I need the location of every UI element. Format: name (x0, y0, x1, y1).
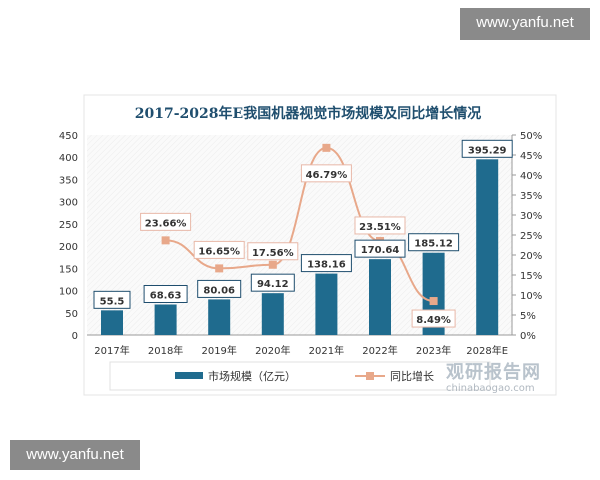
growth-label-box (300, 164, 352, 183)
y-right-tick: 40% (520, 171, 542, 182)
x-tick: 2023年 (416, 344, 451, 357)
x-tick: 2019年 (201, 344, 236, 357)
bar-label: 55.5 (100, 296, 125, 307)
y-left-tick: 300 (59, 198, 78, 209)
bar (101, 310, 123, 335)
y-right-tick: 5% (520, 311, 536, 322)
bar-label: 94.12 (257, 279, 289, 290)
y-right-tick: 50% (520, 131, 542, 142)
bar-label-box (354, 239, 406, 258)
bar-label-box (461, 139, 513, 158)
bar-label-box (93, 290, 131, 309)
bar-label: 68.63 (150, 290, 182, 301)
growth-label: 8.49% (416, 315, 451, 326)
y-right-tick: 15% (520, 271, 542, 282)
y-left-tick: 400 (59, 153, 78, 164)
bar-label: 185.12 (414, 239, 453, 250)
growth-point (322, 143, 331, 152)
x-tick: 2017年 (94, 344, 129, 357)
y-right-tick: 10% (520, 291, 542, 302)
y-right-tick: 0% (520, 331, 536, 342)
y-left-tick: 100 (59, 287, 78, 298)
growth-label-box (411, 309, 456, 328)
growth-point (161, 236, 170, 245)
y-left-tick: 250 (59, 220, 78, 231)
growth-point (429, 297, 438, 306)
x-tick: 2018年 (148, 344, 183, 357)
growth-label: 46.79% (306, 170, 348, 181)
growth-label: 17.56% (252, 248, 294, 259)
bar-label-box (300, 254, 352, 273)
y-left-tick: 350 (59, 175, 78, 186)
bar (476, 159, 499, 335)
bar-label: 138.16 (307, 260, 346, 271)
bar-label: 395.29 (468, 145, 507, 156)
y-right-tick: 30% (520, 211, 542, 222)
logo-cn: 观研报告网 (446, 362, 541, 383)
legend-bar-swatch (175, 372, 203, 379)
x-tick: 2020年 (255, 344, 290, 357)
growth-label-box (140, 212, 192, 231)
y-left-tick: 200 (59, 242, 78, 253)
chart-title: 2017-2028年E我国机器视觉市场规模及同比增长情况 (135, 105, 481, 122)
bar (261, 293, 284, 335)
bar-label-box (250, 273, 295, 292)
bar (208, 299, 231, 335)
y-right-tick: 25% (520, 231, 542, 242)
bar-label-box (143, 284, 188, 303)
x-tick: 2028年E (466, 344, 508, 357)
bar-label: 170.64 (361, 245, 400, 256)
bar-label-box (408, 233, 460, 252)
bar (369, 259, 391, 335)
x-tick: 2021年 (309, 344, 344, 357)
y-right-tick: 45% (520, 151, 542, 162)
bar-label-box (197, 279, 242, 298)
bar (154, 304, 177, 335)
watermark-top: www.yanfu.net (460, 8, 590, 40)
growth-point (215, 264, 224, 273)
legend-bar-label: 市场规模（亿元） (208, 369, 296, 383)
y-left-tick: 50 (65, 309, 78, 320)
x-tick: 2022年 (362, 344, 397, 357)
y-left-tick: 0 (72, 331, 78, 342)
legend-line-label: 同比增长 (390, 369, 434, 383)
y-left-tick: 150 (59, 264, 78, 275)
watermark-bottom: www.yanfu.net (10, 440, 140, 470)
growth-label-box (354, 216, 406, 235)
chinabaogao-logo: 观研报告网 chinabaogao.com (446, 363, 541, 394)
bar (315, 273, 338, 335)
growth-label-box (247, 242, 299, 261)
growth-label-box (193, 240, 245, 259)
growth-label: 16.65% (198, 246, 240, 257)
legend-line-marker (366, 372, 374, 380)
growth-label: 23.66% (145, 218, 187, 229)
y-left-tick: 450 (59, 131, 78, 142)
y-right-tick: 20% (520, 251, 542, 262)
legend-box (109, 361, 491, 391)
bar-label: 80.06 (203, 285, 235, 296)
logo-en: chinabaogao.com (446, 382, 535, 394)
growth-label: 23.51% (359, 222, 401, 233)
y-right-tick: 35% (520, 191, 542, 202)
growth-point (268, 260, 277, 269)
